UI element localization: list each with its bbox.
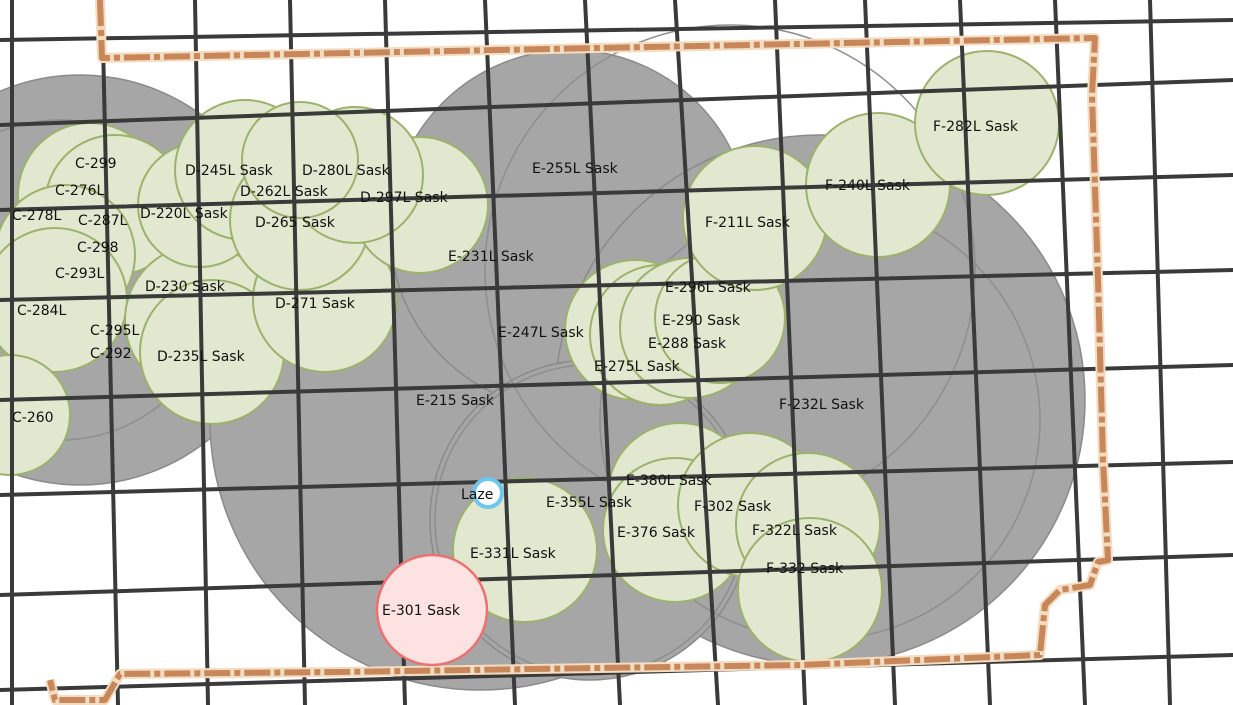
site-circle-f-332[interactable] [737,517,883,663]
boundary-line [47,0,1111,703]
site-label-e-331l: E-331L Sask [470,546,557,562]
site-label-d-280l: D-280L Sask [302,163,391,179]
site-label-e-288: E-288 Sask [648,336,727,352]
grid-line-v8 [672,0,721,705]
site-label-d-245l: D-245L Sask [185,163,274,179]
site-label-e-231l: E-231L Sask [448,249,535,265]
grid-line-h5 [0,362,1233,403]
grid-line-v11 [957,0,993,705]
site-label-f-211l: F-211L Sask [705,215,791,231]
grid-line-h3 [0,172,1233,213]
site-label-d-265: D-265 Sask [255,215,336,231]
site-label-f-302: F-302 Sask [694,499,772,515]
site-label-d-262l: D-262L Sask [240,184,329,200]
site-label-e-296l: E-296L Sask [665,280,752,296]
site-label-d-297l: D-297L Sask [360,190,449,206]
label-layer: C-299 C-276L C-278L C-287L C-298 C-293L … [12,119,1019,619]
site-label-c-292: C-292 [90,346,132,362]
site-label-c-284l: C-284L [17,303,67,319]
site-label-c-276l: C-276L [55,183,105,199]
site-label-f-332: F-332 Sask [766,561,844,577]
site-label-e-215: E-215 Sask [416,393,495,409]
site-label-e-376: E-376 Sask [617,525,696,541]
laze-label: Laze [461,487,493,503]
site-label-e-355l: E-355L Sask [546,495,633,511]
grid-line-v7 [582,0,623,705]
site-circle-e-331l[interactable] [452,477,598,623]
grid-line-v13 [1147,0,1173,705]
site-label-c-260: C-260 [12,410,54,426]
site-circle-e-301-highlight[interactable] [375,553,489,667]
site-label-c-299: C-299 [75,156,117,172]
site-label-e-255l: E-255L Sask [532,161,619,177]
grid-line-h1 [0,17,1233,43]
boundary-layer [45,0,1113,705]
site-label-e-275l: E-275L Sask [594,359,681,375]
grid-line-v6 [482,0,518,705]
grid-line-v10 [862,0,898,705]
grid-line-v4 [287,0,308,705]
grid-line-h4 [0,267,1233,303]
site-label-e-247l: E-247L Sask [498,325,585,341]
laze-marker-icon[interactable] [472,477,504,509]
site-label-f-282l: F-282L Sask [933,119,1019,135]
site-label-f-322l: F-322L Sask [752,523,838,539]
site-label-e-301: E-301 Sask [382,603,461,619]
site-label-d-220l: D-220L Sask [140,206,229,222]
grid-line-v2 [99,0,121,705]
site-label-f-240l: F-240L Sask [825,178,911,194]
grid-line-v9 [772,0,808,705]
site-circle-d-262l[interactable] [241,101,359,219]
site-label-f-232l: F-232L Sask [779,397,865,413]
site-label-d-235l: D-235L Sask [157,349,246,365]
site-label-c-298: C-298 [77,240,119,256]
site-label-c-278l: C-278L [12,208,62,224]
site-label-e-290: E-290 Sask [662,313,741,329]
site-label-d-271: D-271 Sask [275,296,356,312]
grid-line-h2 [0,77,1233,128]
site-label-d-230: D-230 Sask [145,279,226,295]
site-label-c-295l: C-295L [90,323,140,339]
site-label-c-287l: C-287L [78,213,128,229]
site-label-e-380l: E-380L Sask [626,473,713,489]
site-label-c-293l: C-293L [55,266,105,282]
grid-line-v3 [192,0,211,705]
